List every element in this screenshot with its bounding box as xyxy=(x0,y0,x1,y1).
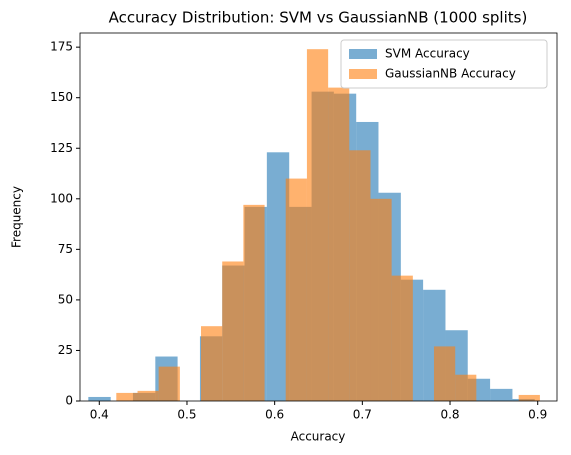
legend-swatch xyxy=(349,69,377,79)
bar xyxy=(201,326,223,401)
y-tick-label: 175 xyxy=(50,40,73,54)
bar xyxy=(349,150,371,401)
x-tick-label: 0.6 xyxy=(265,408,284,422)
bar xyxy=(328,87,350,401)
y-tick-label: 100 xyxy=(50,191,73,205)
bar xyxy=(391,275,413,401)
y-tick-label: 50 xyxy=(58,292,73,306)
chart-title: Accuracy Distribution: SVM vs GaussianNB… xyxy=(109,9,528,27)
bar xyxy=(433,346,456,401)
bar xyxy=(518,394,540,401)
x-axis-label: Accuracy xyxy=(291,430,346,444)
legend-swatch xyxy=(349,49,377,59)
plot-frame xyxy=(79,32,558,402)
y-tick-label: 0 xyxy=(65,394,73,408)
bar xyxy=(306,49,329,402)
y-tick-label: 25 xyxy=(58,343,73,357)
y-tick-label: 150 xyxy=(50,90,73,104)
x-tick-label: 0.4 xyxy=(90,408,109,422)
x-tick-label: 0.5 xyxy=(177,408,196,422)
bar xyxy=(222,261,244,401)
legend: SVM Accuracy GaussianNB Accuracy xyxy=(340,39,548,89)
bar xyxy=(158,366,180,401)
bar xyxy=(266,152,290,401)
legend-label: GaussianNB Accuracy xyxy=(385,67,516,81)
x-tick-label: 0.7 xyxy=(353,408,372,422)
bar xyxy=(285,178,307,401)
bar xyxy=(88,396,111,401)
legend-frame xyxy=(340,39,548,89)
x-tick-label: 0.9 xyxy=(528,408,547,422)
bar xyxy=(455,374,477,401)
legend-label: SVM Accuracy xyxy=(385,47,470,61)
y-axis-label: Frequency xyxy=(10,186,24,248)
y-tick-label: 125 xyxy=(50,141,73,155)
x-tick-label: 0.8 xyxy=(440,408,459,422)
bar xyxy=(137,390,159,401)
y-tick-label: 75 xyxy=(58,242,73,256)
bar xyxy=(370,198,392,401)
bar xyxy=(243,204,265,401)
bar xyxy=(116,392,138,401)
bar xyxy=(490,388,513,401)
